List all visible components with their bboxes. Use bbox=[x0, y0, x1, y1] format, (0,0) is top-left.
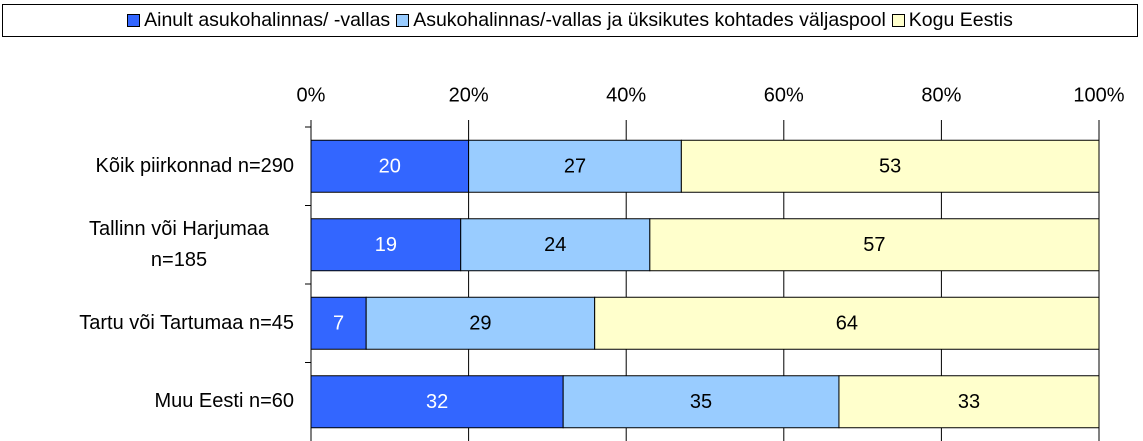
x-tick-label: 100% bbox=[1073, 84, 1124, 106]
value-label: 33 bbox=[958, 391, 980, 413]
legend-swatch bbox=[891, 14, 905, 27]
bar-segment bbox=[310, 218, 462, 272]
category-text: Tartu või Tartumaa n=45 bbox=[79, 311, 294, 334]
bar-segment bbox=[310, 296, 367, 350]
category-text: Kõik piirkonnad n=290 bbox=[95, 154, 294, 177]
bar-segment bbox=[838, 375, 1100, 429]
value-label: 35 bbox=[690, 391, 712, 413]
value-label: 27 bbox=[564, 156, 586, 178]
legend-swatch bbox=[396, 14, 410, 27]
x-tick-label: 80% bbox=[921, 84, 961, 106]
legend-item: Ainult asukohalinnas/ -vallas bbox=[127, 9, 390, 32]
bar-segment bbox=[562, 375, 840, 429]
x-tick-label: 60% bbox=[764, 84, 804, 106]
bar-segment bbox=[594, 296, 1100, 350]
legend-swatch bbox=[127, 14, 141, 27]
value-label: 29 bbox=[469, 313, 491, 335]
legend-label: Ainult asukohalinnas/ -vallas bbox=[144, 9, 391, 31]
value-label: 64 bbox=[836, 313, 858, 335]
value-label: 24 bbox=[544, 234, 566, 256]
category-text: Tallinn või Harjumaa n=185 bbox=[88, 217, 270, 271]
bar-segment bbox=[310, 139, 470, 193]
x-tick-label: 20% bbox=[449, 84, 489, 106]
category-label: Muu Eesti n=60 bbox=[4, 386, 294, 417]
value-label: 7 bbox=[333, 313, 344, 335]
category-text: Muu Eesti n=60 bbox=[154, 390, 294, 413]
bar-segment bbox=[310, 375, 564, 429]
value-label: 19 bbox=[375, 234, 397, 256]
legend-label: Asukohalinnas/-vallas ja üksikutes kohta… bbox=[413, 9, 886, 31]
legend: Ainult asukohalinnas/ -vallas Asukohalinn… bbox=[2, 4, 1138, 37]
legend-item: Kogu Eestis bbox=[891, 9, 1013, 32]
value-label: 20 bbox=[379, 156, 401, 178]
legend-item: Asukohalinnas/-vallas ja üksikutes kohta… bbox=[396, 9, 886, 32]
bar-segment bbox=[460, 218, 651, 272]
category-label: Tartu või Tartumaa n=45 bbox=[4, 308, 294, 339]
x-tick-label: 40% bbox=[606, 84, 646, 106]
value-label: 57 bbox=[863, 234, 885, 256]
x-tick-label: 0% bbox=[297, 84, 326, 106]
bar-segment bbox=[680, 139, 1100, 193]
category-label: Kõik piirkonnad n=290 bbox=[4, 151, 294, 182]
value-label: 53 bbox=[879, 156, 901, 178]
bar-segment bbox=[649, 218, 1100, 272]
category-label: Tallinn või Harjumaa n=185 bbox=[4, 214, 294, 276]
legend-label: Kogu Eestis bbox=[908, 9, 1013, 31]
value-label: 32 bbox=[426, 391, 448, 413]
